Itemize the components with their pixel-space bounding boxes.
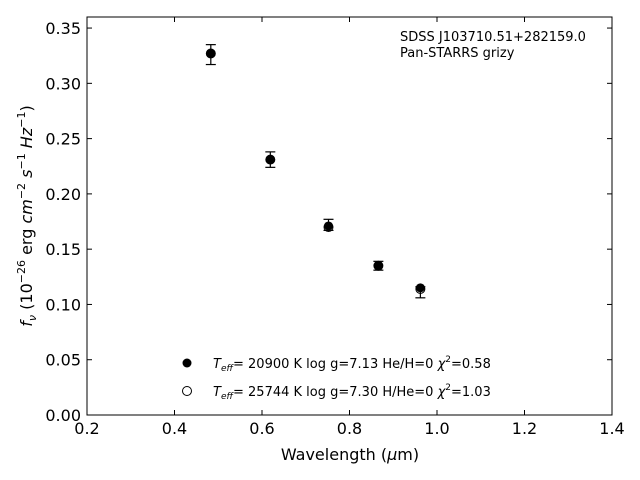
- x-tick-label: 1.0: [424, 419, 449, 438]
- legend: Teff= 20900 K log g=7.13 He/H=0 χ2=0.58 …: [182, 355, 491, 402]
- legend-filled-marker: [182, 358, 192, 368]
- axis-ticks: 0.2 0.4 0.6 0.8 1.0 1.2 1.4 0.00 0.05 0.10 0.15 0.2…: [45, 17, 625, 438]
- x-tick-label: 0.8: [337, 419, 362, 438]
- x-tick-label: 1.4: [599, 419, 624, 438]
- legend-open-marker: [182, 386, 192, 396]
- y-tick-label: 0.25: [45, 130, 81, 149]
- y-tick-label: 0.10: [45, 295, 81, 314]
- y-tick-label: 0.05: [45, 351, 81, 370]
- filled-circle-point: [415, 283, 425, 293]
- plot-frame: [86, 16, 613, 416]
- y-tick-label: 0.30: [45, 74, 81, 93]
- x-tick-label: 0.4: [162, 419, 187, 438]
- y-tick-label: 0.20: [45, 185, 81, 204]
- y-tick-label: 0.00: [45, 406, 81, 425]
- y-axis-label: fν (10−26 erg cm−2 s−1 Hz−1): [15, 105, 39, 326]
- legend-label-model-1: Teff= 20900 K log g=7.13 He/H=0 χ2=0.58: [213, 355, 491, 374]
- y-tick-label: 0.35: [45, 19, 81, 38]
- x-tick-label: 0.2: [74, 419, 99, 438]
- annotation-object-name: SDSS J103710.51+282159.0: [400, 30, 586, 45]
- filled-circle-point: [206, 48, 216, 58]
- filled-circle-point: [373, 261, 383, 271]
- annotation-survey: Pan-STARRS grizy: [400, 46, 515, 61]
- x-axis-label: Wavelength (μm): [281, 445, 419, 464]
- data-marks: [205, 44, 426, 299]
- x-tick-label: 0.6: [249, 419, 274, 438]
- y-tick-label: 0.15: [45, 240, 81, 259]
- x-tick-label: 1.2: [512, 419, 537, 438]
- filled-circle-point: [265, 155, 275, 165]
- legend-label-model-2: Teff= 25744 K log g=7.30 H/He=0 χ2=1.03: [213, 383, 491, 402]
- filled-circle-point: [324, 221, 333, 231]
